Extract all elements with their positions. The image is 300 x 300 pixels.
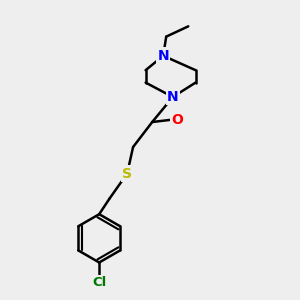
Text: N: N bbox=[158, 49, 169, 63]
Text: N: N bbox=[167, 90, 178, 104]
Text: S: S bbox=[122, 167, 132, 181]
Text: O: O bbox=[171, 113, 183, 127]
Text: Cl: Cl bbox=[92, 276, 106, 289]
